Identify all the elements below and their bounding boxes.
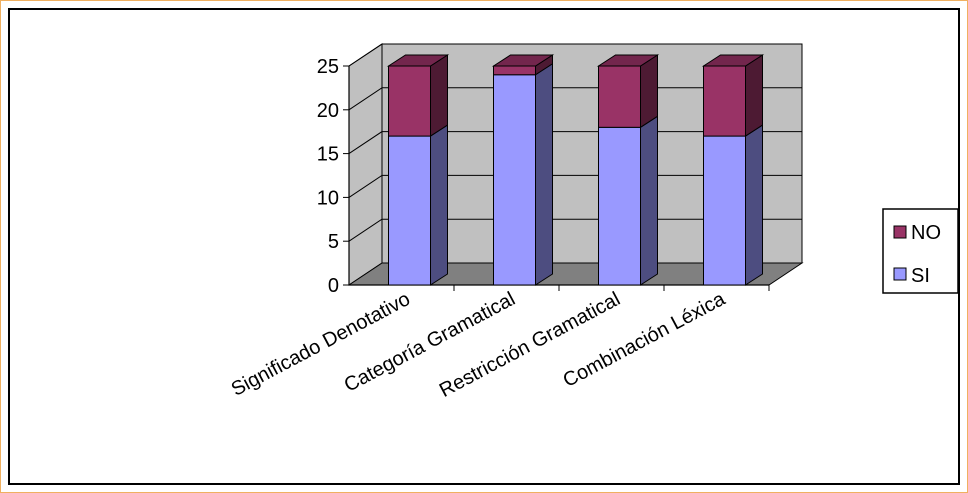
bar-si-3 (703, 124, 763, 286)
category-label: Significado Denotativo (228, 288, 414, 401)
gridline-side (348, 87, 383, 111)
bar-side (430, 124, 448, 286)
bar-front (703, 135, 746, 286)
y-tick-label: 5 (328, 231, 339, 253)
bar-no-2 (596, 54, 660, 129)
bar-no-0 (386, 54, 450, 137)
category-label: Restricción Gramatical (436, 288, 624, 402)
legend-label-no: NO (911, 222, 941, 244)
legend-swatch-si (893, 267, 907, 281)
bar-front (703, 65, 746, 137)
bar-side (745, 124, 763, 286)
y-tick-label: 15 (317, 144, 339, 166)
y-tick-label: 10 (317, 187, 339, 209)
bar-no-1 (491, 54, 555, 76)
legend: NO SI (882, 208, 959, 294)
bar-si-2 (598, 115, 658, 286)
y-tick-label: 0 (328, 275, 339, 297)
bar-side (640, 54, 658, 129)
y-tick-label: 20 (317, 100, 339, 122)
bar-no-3 (701, 54, 765, 137)
gridline-side (348, 174, 383, 198)
bar-top (386, 54, 450, 67)
bar-front (388, 135, 431, 286)
bar-side (640, 115, 658, 286)
y-tick-label: 25 (317, 56, 339, 78)
legend-label-si: SI (911, 265, 930, 287)
bar-side (535, 62, 553, 286)
bar-si-0 (388, 124, 448, 286)
bar-si-1 (493, 62, 553, 286)
bar-front (493, 74, 536, 286)
bar-top (596, 54, 660, 67)
bar-front (493, 65, 536, 76)
bar-front (598, 126, 641, 286)
gridline-side (348, 218, 383, 242)
bar-side (745, 54, 763, 137)
side-wall-panel (348, 43, 383, 286)
gridline-side (348, 131, 383, 155)
gridline-side (348, 43, 383, 67)
legend-swatch-no (893, 225, 907, 239)
bar-top (491, 54, 555, 67)
y-tick-labels: 0 5 10 15 20 25 (317, 56, 349, 297)
bar-top (701, 54, 765, 67)
bar-front (598, 65, 641, 128)
bar-front (388, 65, 431, 137)
bar-side (430, 54, 448, 137)
bars (386, 54, 765, 286)
category-label: Categoría Gramatical (341, 288, 519, 397)
